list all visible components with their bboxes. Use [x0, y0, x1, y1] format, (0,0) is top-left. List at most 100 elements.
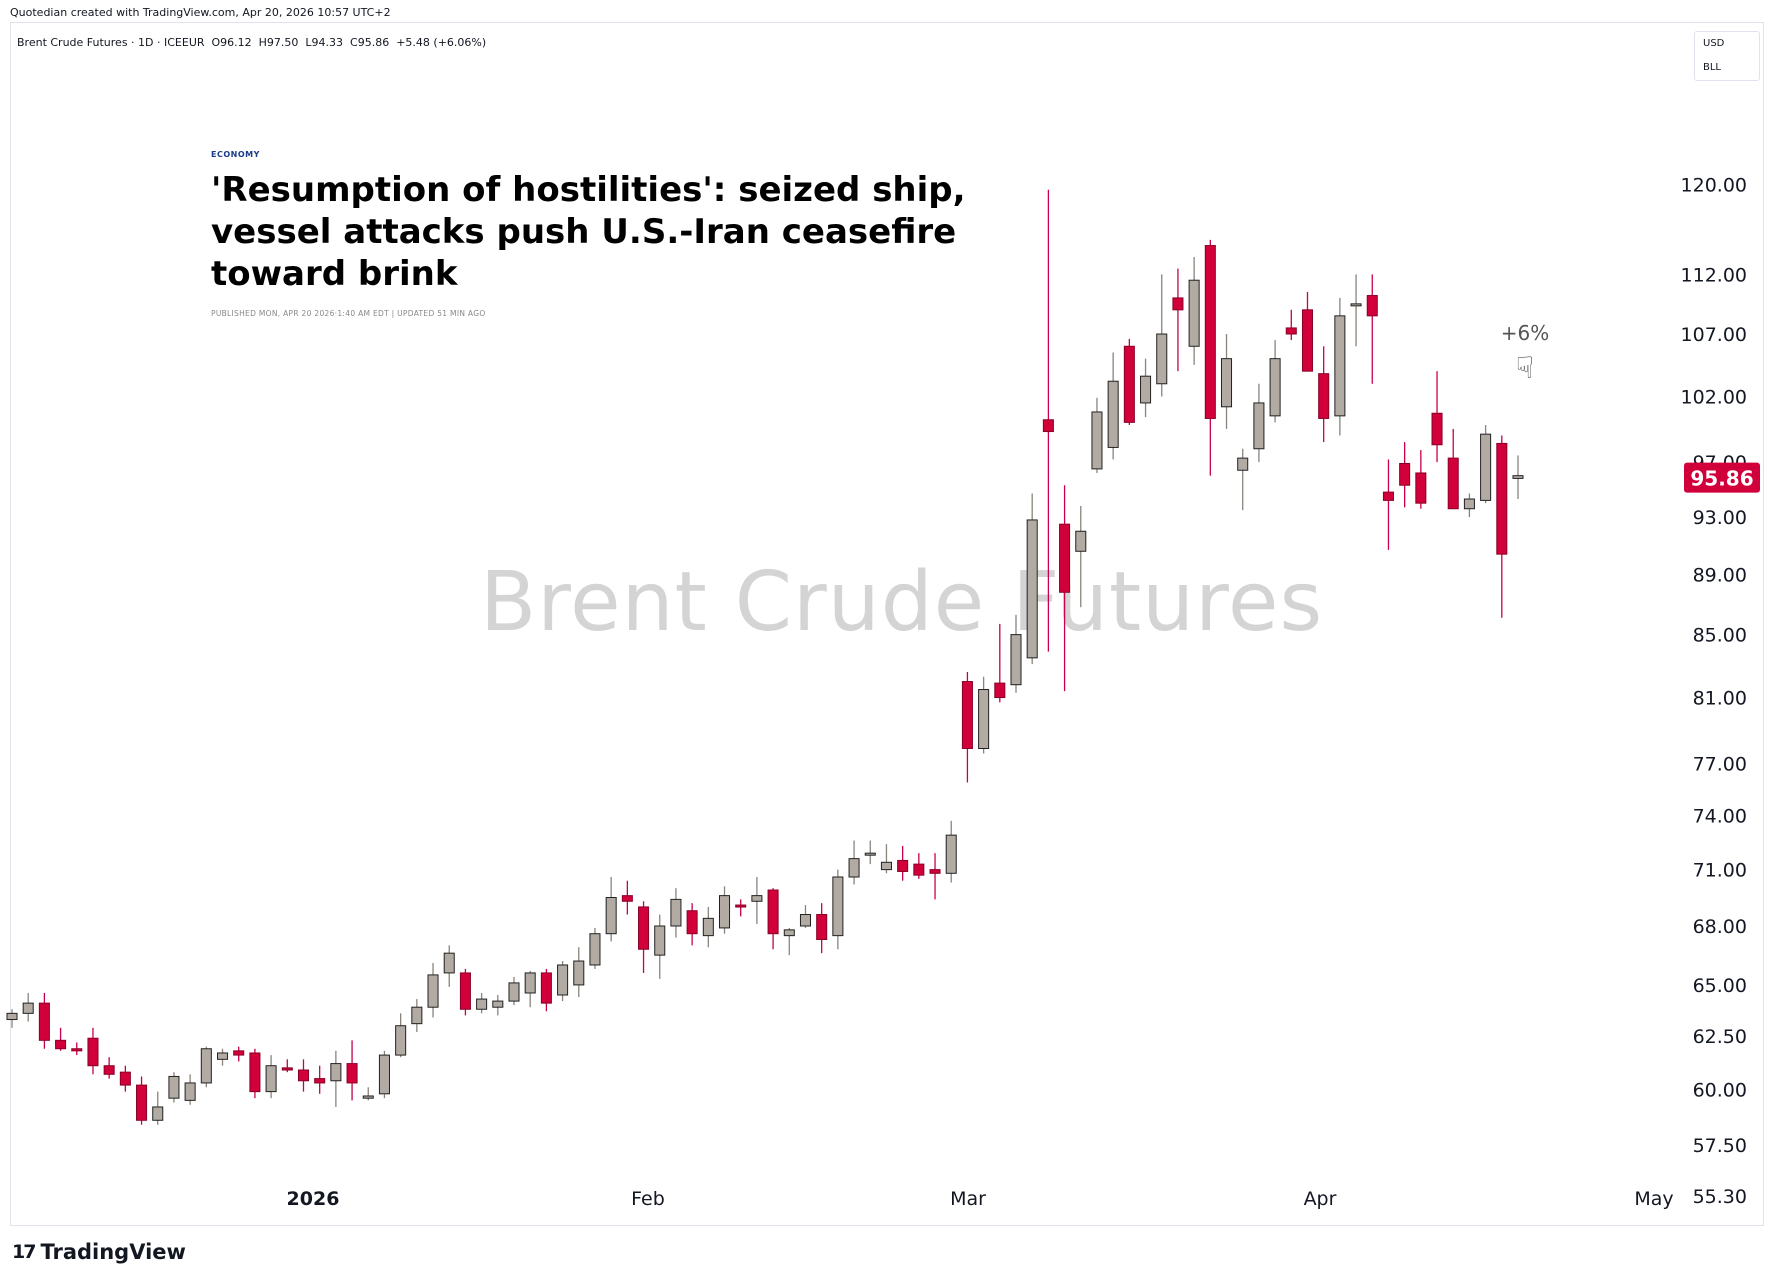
candle-body	[378, 1054, 390, 1095]
candle-body	[670, 898, 682, 927]
last-price-label: 95.86	[1690, 467, 1753, 491]
headline-line: 'Resumption of hostilities': seized ship…	[211, 170, 966, 210]
candle-body	[573, 960, 585, 986]
y-tick-label: 107.00	[1681, 324, 1747, 346]
candle-body	[961, 681, 973, 750]
candle-body	[152, 1106, 164, 1121]
candle-body	[427, 974, 439, 1008]
candle-body	[978, 689, 990, 750]
candle-body	[897, 859, 909, 872]
candle-body	[168, 1075, 180, 1099]
y-tick-label: 102.00	[1681, 387, 1747, 409]
y-tick-label: 81.00	[1693, 688, 1747, 710]
candle-body	[1220, 358, 1233, 408]
candle-body	[605, 897, 617, 935]
candle-body	[459, 972, 471, 1010]
candle-body	[184, 1082, 196, 1101]
candle-body	[702, 917, 714, 937]
gain-annotation: +6%	[1501, 321, 1550, 345]
y-tick-label: 60.00	[1693, 1079, 1747, 1101]
candle-body	[1188, 279, 1200, 347]
news-published-meta: PUBLISHED MON, APR 20 2026·1:40 AM EDT |…	[211, 309, 486, 318]
candle-body	[265, 1065, 277, 1093]
candle-body	[1463, 498, 1475, 510]
candle-body	[783, 929, 795, 937]
candle-body	[848, 858, 860, 878]
candle-body	[1350, 303, 1362, 307]
news-category: ECONOMY	[211, 150, 260, 159]
candle-body	[119, 1071, 131, 1086]
candle-body	[1431, 412, 1443, 446]
candle-body	[816, 914, 828, 941]
candle-body	[1091, 411, 1103, 470]
tradingview-wordmark: TradingView	[40, 1240, 186, 1264]
y-tick-label: 85.00	[1693, 625, 1747, 647]
chart-frame	[10, 22, 1764, 1226]
candle-body	[249, 1052, 261, 1093]
candle-body	[1480, 433, 1492, 501]
currency-label: USD	[1703, 38, 1725, 49]
candle-body	[1496, 442, 1508, 555]
candle-body	[1123, 345, 1135, 423]
tradingview-logo[interactable]: 17 TradingView	[12, 1240, 186, 1264]
headline-line: vessel attacks push U.S.-Iran ceasefire	[211, 212, 957, 252]
candle-body	[1301, 309, 1314, 372]
y-tick-label: 68.00	[1693, 916, 1747, 938]
candle-body	[1172, 297, 1184, 311]
y-tick-label: 112.00	[1681, 264, 1747, 286]
candle-body	[38, 1002, 50, 1041]
candle-body	[314, 1078, 326, 1084]
y-tick-label: 89.00	[1693, 565, 1747, 587]
candle-body	[1253, 402, 1265, 450]
x-tick-label: Feb	[631, 1188, 665, 1210]
candle-body	[1107, 380, 1119, 448]
candle-body	[929, 869, 941, 874]
candle-body	[200, 1048, 212, 1084]
candle-body	[395, 1025, 407, 1056]
candle-body	[443, 952, 455, 974]
candle-body	[1075, 530, 1087, 552]
y-tick-label: 71.00	[1693, 860, 1747, 882]
y-tick-label: 77.00	[1693, 754, 1747, 776]
candle-body	[1269, 358, 1281, 417]
candle-body	[1026, 519, 1038, 659]
candle-body	[1382, 491, 1394, 501]
tradingview-mark-icon: 17	[12, 1241, 36, 1263]
candle-body	[6, 1012, 18, 1021]
pointing-hand-icon: ☟	[1516, 351, 1534, 386]
candle-body	[1237, 457, 1249, 471]
y-tick-label: 62.50	[1693, 1026, 1747, 1048]
candle-body	[362, 1095, 374, 1099]
candle-body	[1415, 472, 1427, 504]
currency-unit-box[interactable]: USD BLL	[1694, 31, 1760, 81]
y-tick-label: 74.00	[1693, 806, 1747, 828]
candle-body	[87, 1037, 99, 1067]
candle-body	[589, 933, 601, 966]
y-tick-label: 120.00	[1681, 174, 1747, 196]
unit-label: BLL	[1703, 62, 1722, 73]
candle-body	[1399, 462, 1411, 486]
candle-body	[136, 1084, 148, 1121]
candle-body	[1156, 333, 1168, 385]
candle-body	[1285, 327, 1297, 335]
candle-body	[767, 889, 779, 935]
symbol-legend: Brent Crude Futures · 1D · ICEEUR O96.12…	[17, 36, 487, 49]
x-tick-label: Apr	[1304, 1188, 1337, 1210]
candle-body	[216, 1052, 229, 1060]
candle-body	[735, 904, 747, 908]
candle-body	[55, 1039, 67, 1050]
candle-body	[476, 998, 488, 1010]
candle-body	[751, 895, 763, 902]
candle-body	[346, 1063, 358, 1084]
candle-body	[281, 1067, 293, 1071]
candle-body	[71, 1048, 83, 1052]
candle-body	[994, 682, 1006, 699]
candle-body	[638, 906, 650, 950]
candle-body	[508, 982, 520, 1002]
candle-body	[22, 1002, 34, 1014]
candle-body	[103, 1065, 115, 1075]
candle-body	[1059, 523, 1071, 593]
candle-body	[913, 863, 925, 876]
candle-body	[864, 852, 876, 856]
